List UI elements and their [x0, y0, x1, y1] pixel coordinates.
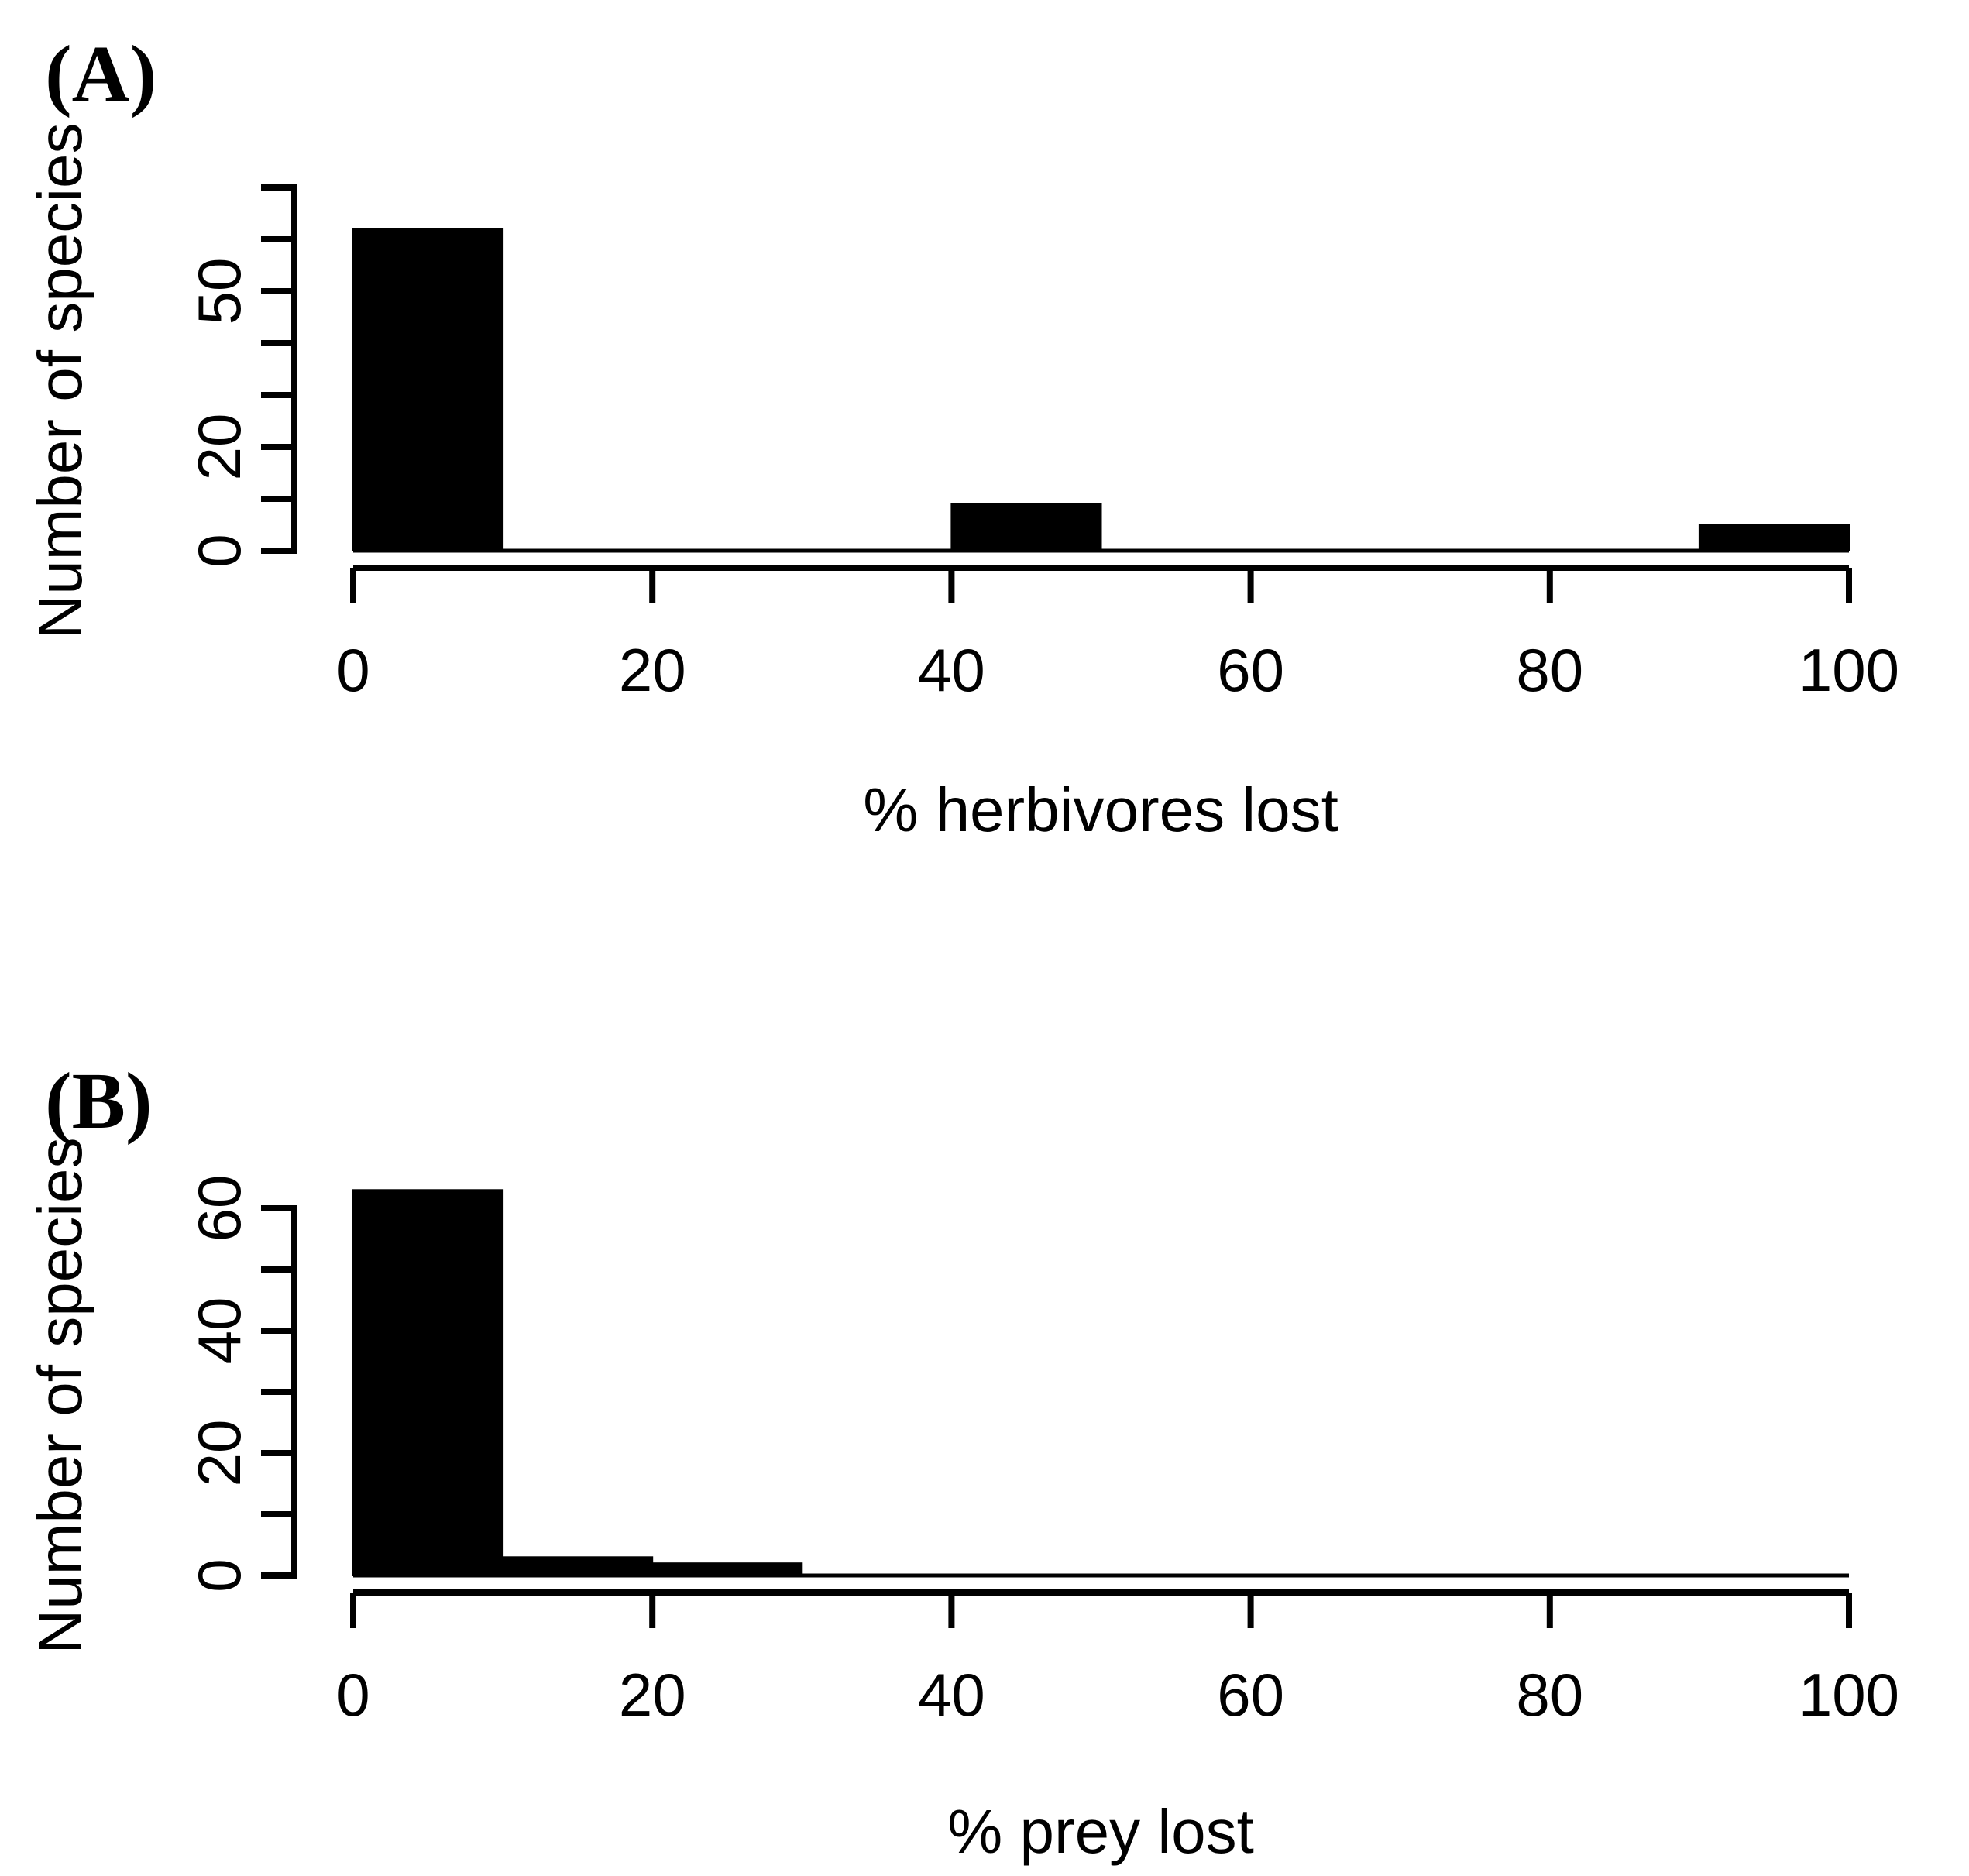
x-tick-label: 0	[336, 1661, 369, 1729]
y-tick-label: 50	[185, 258, 253, 325]
panel-b-x-axis-title: % prey lost	[947, 1797, 1254, 1866]
panel-b-y-axis-title: Number of species	[26, 1138, 94, 1654]
y-tick-label: 20	[185, 1420, 253, 1487]
y-tick-label: 40	[185, 1297, 253, 1365]
panel-a-letter: (A)	[45, 29, 156, 119]
histogram-bar	[950, 503, 1102, 552]
x-tick-label: 40	[918, 1661, 985, 1729]
histogram-bar	[352, 1189, 504, 1577]
x-tick-label: 60	[1217, 1661, 1284, 1729]
y-tick-label: 20	[185, 414, 253, 481]
histogram-marks: 0 20 50 0 20 40 60 80 100 0 20 40 60 0 20 40 60 80 100	[185, 184, 1899, 1729]
x-tick-label: 100	[1799, 1661, 1899, 1729]
x-tick-label: 100	[1799, 636, 1899, 704]
x-tick-label: 40	[918, 636, 985, 704]
panel-b-letter: (B)	[45, 1057, 153, 1146]
y-tick-label: 0	[185, 1558, 253, 1592]
histogram-bar	[502, 1556, 654, 1577]
x-tick-label: 80	[1516, 1661, 1583, 1729]
y-tick-label: 0	[185, 534, 253, 567]
x-tick-label: 20	[619, 636, 686, 704]
panel-a-x-axis-title: % herbivores lost	[863, 775, 1338, 844]
histogram-bar	[352, 228, 504, 551]
panel-a-y-axis-title: Number of species	[26, 123, 94, 640]
x-tick-label: 20	[619, 1661, 686, 1729]
y-tick-label: 60	[185, 1175, 253, 1242]
x-tick-label: 0	[336, 636, 369, 704]
x-tick-label: 80	[1516, 636, 1583, 704]
histogram-bar	[1698, 524, 1850, 551]
x-tick-label: 60	[1217, 636, 1284, 704]
